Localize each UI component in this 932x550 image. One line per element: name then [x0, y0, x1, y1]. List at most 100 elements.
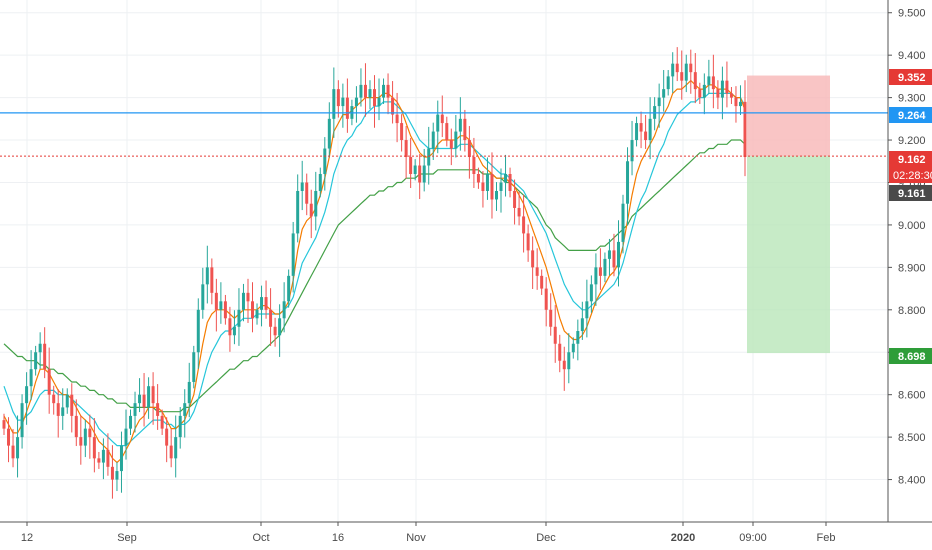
- candle-body: [693, 72, 697, 90]
- candle: [635, 116, 639, 147]
- y-tick-label: 9.000: [898, 220, 926, 232]
- candle-body: [662, 89, 666, 98]
- last-badge-bg: [889, 151, 932, 167]
- candle: [689, 49, 693, 94]
- candle: [413, 159, 417, 181]
- candle: [138, 378, 142, 413]
- countdown-label: 02:28:30: [893, 170, 932, 182]
- position-zones[interactable]: [747, 75, 830, 354]
- y-tick-label: 9.400: [898, 50, 926, 62]
- candle: [504, 154, 508, 197]
- candle-body: [129, 415, 133, 429]
- candle: [458, 97, 462, 151]
- candle: [7, 417, 11, 463]
- candle-body: [607, 250, 611, 259]
- candle: [43, 327, 47, 379]
- candle: [702, 73, 706, 115]
- candle: [237, 288, 241, 346]
- ma-slow-line: [3, 139, 746, 413]
- candle: [562, 346, 566, 391]
- candle: [391, 81, 395, 124]
- candle: [354, 86, 358, 123]
- candle-body: [589, 284, 593, 302]
- target-price-label: 8.698: [898, 351, 926, 363]
- candle: [223, 294, 227, 325]
- candle-body: [151, 386, 155, 404]
- candle-body: [210, 267, 214, 293]
- candle-body: [309, 203, 313, 217]
- candle-body: [291, 233, 295, 276]
- candle: [309, 189, 313, 239]
- candle: [585, 279, 589, 338]
- candle-body: [639, 123, 643, 132]
- candle: [106, 433, 110, 476]
- candle: [517, 191, 521, 226]
- candle: [119, 431, 123, 493]
- candle: [255, 303, 259, 325]
- candle-body: [720, 80, 724, 98]
- candle: [251, 282, 255, 333]
- candle-body: [251, 301, 255, 319]
- candle: [662, 70, 666, 112]
- candle-body: [106, 449, 110, 467]
- candle: [494, 182, 498, 211]
- candle: [630, 120, 634, 176]
- candle: [61, 388, 65, 430]
- candle-body: [142, 394, 146, 408]
- candle: [264, 280, 268, 319]
- candle-body: [431, 131, 435, 149]
- candle-body: [413, 165, 417, 174]
- ma-mid-line: [3, 92, 746, 447]
- candle-body: [549, 309, 553, 327]
- candle-body: [657, 97, 661, 107]
- candle-body: [513, 190, 517, 208]
- candle-body: [88, 428, 92, 438]
- candle: [671, 52, 675, 93]
- candle-body: [648, 118, 652, 141]
- x-axis[interactable]: 12 Sep Oct 16 Nov Dec 2020 09:00 Feb: [21, 522, 836, 544]
- candle: [323, 137, 327, 191]
- candle: [526, 224, 530, 262]
- candle-body: [671, 63, 675, 77]
- y-tick-label: 9.200: [898, 135, 926, 147]
- candle-body: [101, 449, 105, 463]
- candle: [522, 194, 526, 253]
- candle: [129, 409, 133, 435]
- candle: [232, 310, 236, 345]
- candle: [196, 298, 200, 369]
- candle-body: [485, 174, 489, 191]
- candle-body: [282, 301, 286, 319]
- candle-body: [255, 309, 259, 319]
- candle: [74, 399, 78, 447]
- candle-body: [626, 161, 630, 204]
- x-tick-label: Dec: [536, 532, 556, 544]
- y-tick-label: 8.800: [898, 305, 926, 317]
- stop-badge-bg: [889, 69, 932, 85]
- candle: [296, 174, 300, 243]
- candle-body: [711, 76, 715, 90]
- candle-body: [264, 297, 268, 310]
- x-tick-label: 2020: [671, 532, 695, 544]
- candle: [445, 116, 449, 147]
- candle-body: [7, 428, 11, 446]
- candle: [440, 95, 444, 138]
- candle: [418, 154, 422, 200]
- last-price-badge: 9.162 02:28:30: [889, 151, 932, 183]
- candle-body: [79, 437, 83, 446]
- candle: [540, 269, 544, 295]
- candle: [531, 236, 535, 290]
- candle: [513, 179, 517, 225]
- candle: [675, 47, 679, 82]
- candle: [508, 167, 512, 198]
- candle: [598, 248, 602, 290]
- candle-body: [138, 394, 142, 404]
- candle: [558, 334, 562, 373]
- candle: [395, 92, 399, 143]
- candle: [92, 418, 96, 473]
- horizontal-lines[interactable]: [0, 112, 888, 157]
- candle-body: [183, 403, 187, 416]
- reward-zone: [747, 156, 830, 354]
- candle-body: [83, 428, 87, 446]
- candle-body: [562, 360, 566, 370]
